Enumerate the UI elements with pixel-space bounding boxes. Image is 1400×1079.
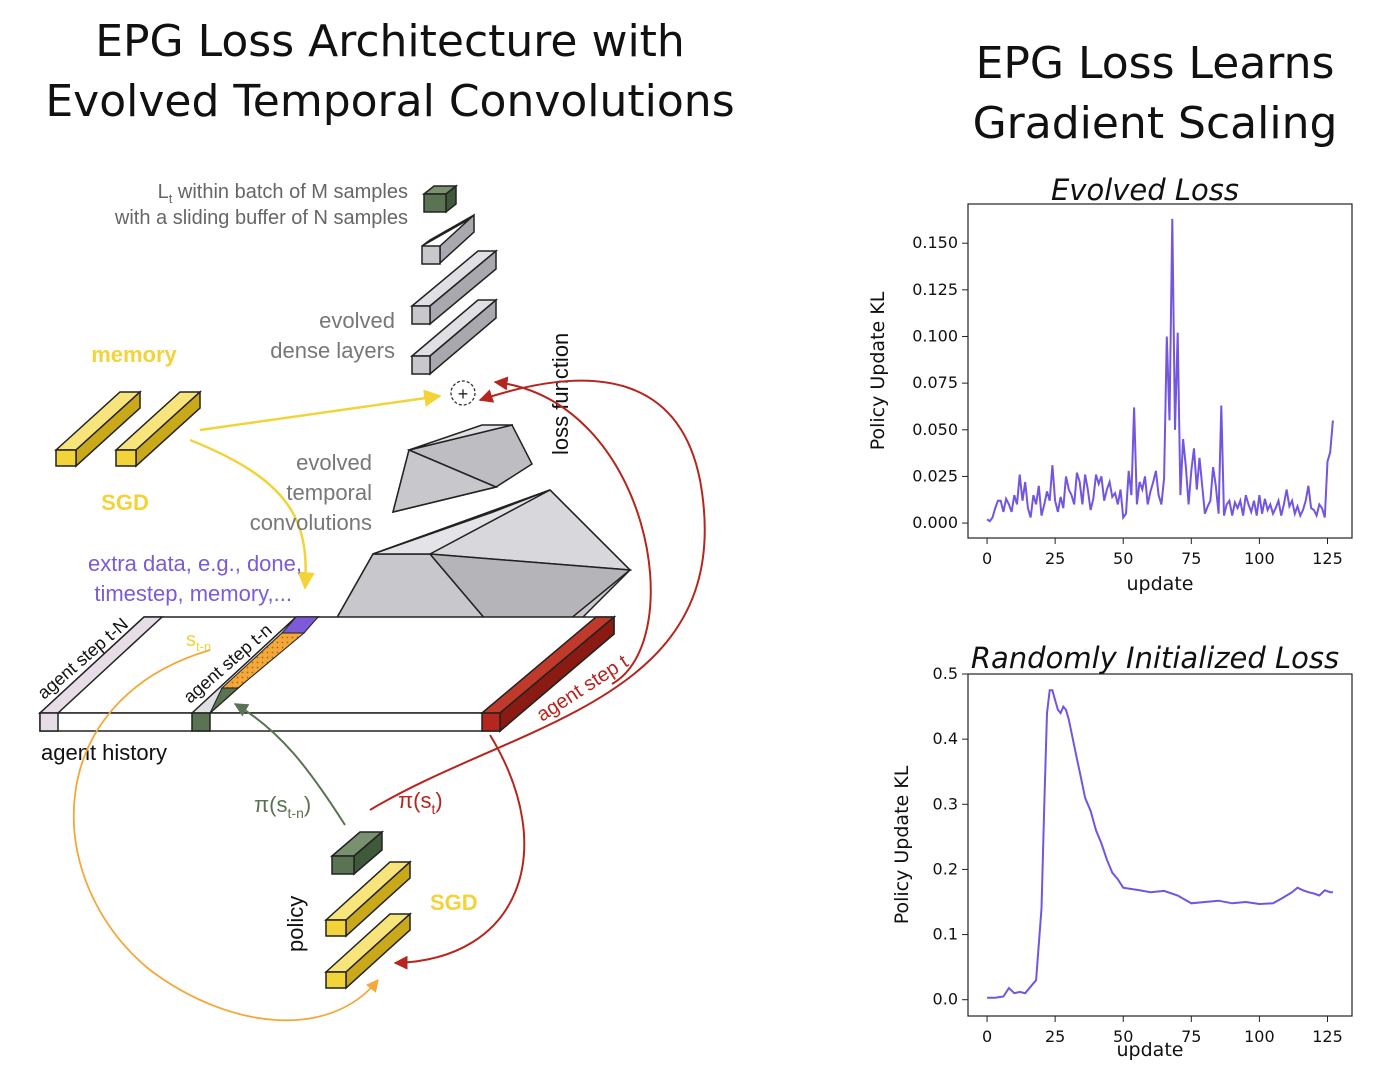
policy-layer-1 [324,860,412,938]
plot-frame [967,203,1353,539]
memory-block-2 [114,390,202,468]
extra-data-label-line-2: timestep, memory,... [94,581,292,606]
y-ticks: 0.000 0.025 0.050 0.075 0.100 0.125 0.150 [912,233,968,532]
y-tick-label: 0.1 [933,925,958,944]
batch-label: Lt within batch of M samples [158,181,408,206]
temporal-conv-small [391,423,533,514]
conv-label-line-2: temporal [286,480,372,505]
sgd-top-label: SGD [101,490,149,515]
agent-step-t-n-slot [190,616,320,732]
dense-label-line-2: dense layers [270,338,395,363]
x-tick-label: 125 [1312,549,1343,568]
y-tick-label: 0.0 [933,990,958,1009]
x-tick-label: 50 [1113,549,1133,568]
y-axis-label: Policy Update KL [867,291,889,450]
policy-layer-2 [324,912,412,990]
x-tick-label: 25 [1045,549,1065,568]
left-title-line-2: Evolved Temporal Convolutions [45,76,735,127]
memory-label: memory [91,342,177,367]
dense-layer-2 [409,249,499,326]
plot-frame [967,673,1353,1017]
agent-step-t-N-slot [38,616,164,732]
y-tick-label: 0.025 [912,466,958,485]
left-title-line-1: EPG Loss Architecture with [95,16,685,67]
y-ticks: 0.0 0.1 0.2 0.3 0.4 0.5 [933,664,968,1009]
y-axis-label: Policy Update KL [891,765,913,924]
extra-data-label-line-1: extra data, e.g., done, [88,551,302,576]
pi-stn-label: π(st-n) [254,792,311,821]
pi-st-label: π(st) [398,788,443,817]
y-tick-label: 0.075 [912,373,958,392]
series-line [986,218,1334,523]
dense-label-line-1: evolved [319,308,395,333]
sum-node: + [450,380,476,406]
memory-to-sum-arrow [199,389,442,432]
x-tick-label: 0 [982,1027,992,1046]
right-title: EPG Loss Learns Gradient Scaling [940,34,1370,154]
svg-text:+: + [458,384,469,404]
policy-output-block [329,830,385,876]
pi-st-arrow [369,379,706,811]
loss-output-block [421,184,459,214]
conv-label-line-3: convolutions [250,510,372,535]
y-tick-label: 0.125 [912,280,958,299]
evolved-loss-chart: Evolved Loss 0.0000.0250.0500.0750.1000.… [867,173,1353,595]
random-loss-chart: Randomly Initialized Loss 0.00.10.20.30.… [891,641,1353,1061]
y-tick-label: 0.000 [912,513,958,532]
x-axis-label: update [1127,573,1194,595]
left-title: EPG Loss Architecture with Evolved Tempo… [40,12,740,132]
right-title-line-1: EPG Loss Learns [975,38,1335,89]
y-tick-label: 0.3 [933,794,958,813]
chart-title: Randomly Initialized Loss [971,641,1339,675]
series-line [987,689,1333,999]
x-ticks: 0 25 50 75 100 125 [982,1016,1343,1046]
y-tick-label: 0.4 [933,729,958,748]
memory-to-history-arrow [189,438,315,590]
buffer-label: with a sliding buffer of N samples [114,207,408,229]
pi-stn-arrow [233,703,346,826]
x-tick-label: 100 [1244,1027,1275,1046]
step-t-to-sgd-arrow [393,734,526,970]
agent-step-t-slot [479,615,617,733]
dense-layer-1 [421,213,475,265]
y-tick-label: 0.5 [933,664,958,683]
memory-block-1 [54,390,142,468]
s-t-n-to-sgd-arrow [72,649,379,1022]
y-tick-label: 0.150 [912,233,958,252]
sgd-bottom-label: SGD [430,890,478,915]
y-tick-label: 0.2 [933,859,958,878]
loss-function-label: loss function [548,333,573,455]
x-tick-label: 0 [982,549,992,568]
y-tick-label: 0.050 [912,420,958,439]
x-tick-label: 75 [1181,1027,1201,1046]
chart-title: Evolved Loss [1051,173,1239,207]
conv-label-line-1: evolved [296,450,372,475]
x-tick-label: 25 [1045,1027,1065,1046]
x-tick-label: 50 [1113,1027,1133,1046]
x-ticks: 0 25 50 75 100 125 [982,538,1343,568]
x-tick-label: 75 [1181,549,1201,568]
epg-architecture-diagram: Lt within batch of M samples with a slid… [34,181,706,1022]
y-tick-label: 0.100 [912,326,958,345]
history-label: agent history [41,740,167,765]
right-title-line-2: Gradient Scaling [972,98,1338,149]
x-tick-label: 100 [1244,549,1275,568]
policy-label: policy [283,896,308,952]
x-tick-label: 125 [1312,1027,1343,1046]
dense-layer-3 [409,298,499,376]
x-axis-label: update [1117,1039,1184,1061]
step-t-to-sum-arrow [493,376,652,685]
